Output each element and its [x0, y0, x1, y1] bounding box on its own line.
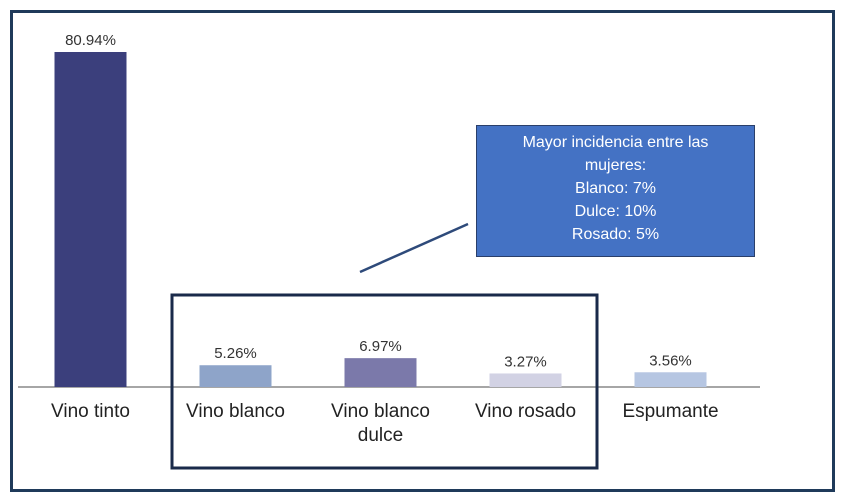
annotation-line: mujeres:: [584, 157, 647, 174]
x-tick-label: Vino blanco: [186, 401, 285, 422]
bar: [199, 365, 272, 387]
annotation-line: Rosado: 5%: [571, 226, 660, 243]
bar: [344, 358, 417, 387]
x-tick-label: Vino tinto: [51, 401, 130, 422]
x-tick-label: Espumante: [622, 401, 719, 422]
bar: [54, 52, 127, 387]
value-label: 80.94%: [65, 32, 116, 49]
highlight-box: [170, 293, 599, 470]
annotation-line: Mayor incidencia entre las: [522, 134, 709, 151]
value-label: 3.56%: [649, 352, 692, 369]
value-label: 5.26%: [214, 345, 257, 362]
callout-line: [359, 222, 469, 274]
x-tick-label: Vino blanco dulce: [331, 401, 430, 446]
annotation-line: Dulce: 10%: [574, 203, 657, 220]
value-label: 6.97%: [359, 338, 402, 355]
annotation-box: Mayor incidencia entre las mujeres: Blanco…: [476, 125, 755, 257]
chart-frame: [10, 10, 835, 492]
value-label: 3.27%: [504, 353, 547, 370]
annotation-line: Blanco: 7%: [575, 180, 656, 197]
x-tick-label: Vino rosado: [474, 401, 577, 422]
bar: [489, 373, 562, 387]
bar: [634, 372, 707, 387]
